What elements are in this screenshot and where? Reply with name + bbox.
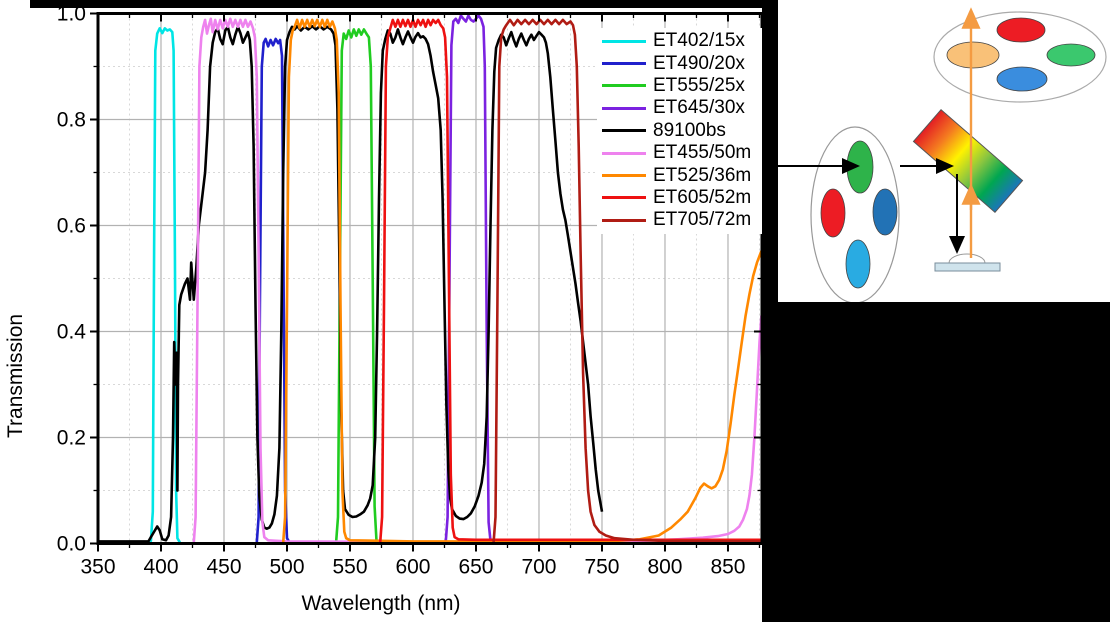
curve-ET605/52m: [378, 18, 762, 543]
legend-line-swatch: [602, 196, 646, 200]
transmission-chart-panel: 350 400 450 500 550 600 650 700 750 800 850 0.0 0.2 0…: [0, 0, 762, 622]
legend-entry: ET605/52m: [597, 187, 762, 209]
svg-text:650: 650: [458, 556, 493, 579]
svg-text:400: 400: [143, 556, 178, 579]
legend-line-swatch: [602, 84, 646, 88]
legend-label: ET525/36m: [653, 164, 752, 186]
excitation-cyan-filter: [845, 239, 871, 289]
sample-dome: [948, 253, 986, 264]
excitation-blue-filter: [872, 188, 898, 236]
emission-wheel: [933, 11, 1107, 103]
x-axis-title: Wavelength (nm): [301, 592, 461, 615]
legend: ET402/15x ET490/20x ET555/25x ET645/30x …: [597, 28, 762, 234]
legend-line-swatch: [602, 62, 646, 66]
emission-green-filter: [1046, 43, 1096, 67]
legend-line-swatch: [602, 174, 646, 178]
legend-line-swatch: [602, 106, 646, 110]
emission-orange-filter: [946, 41, 1000, 69]
curve-ET555/25x: [334, 28, 380, 544]
legend-label: 89100bs: [653, 119, 726, 141]
legend-entry: ET525/36m: [597, 164, 762, 186]
legend-entry: ET705/72m: [597, 209, 762, 231]
emission-red-filter: [996, 17, 1046, 43]
lightpath-diagram-panel: [778, 0, 1110, 304]
legend-label: ET555/25x: [653, 74, 745, 96]
legend-entry: ET555/25x: [597, 75, 762, 97]
svg-text:0.8: 0.8: [57, 109, 86, 132]
dichroic-mirror: [912, 109, 1024, 213]
svg-text:0.2: 0.2: [57, 427, 86, 450]
legend-entry: 89100bs: [597, 120, 762, 142]
legend-line-swatch: [602, 218, 646, 222]
svg-text:550: 550: [332, 556, 367, 579]
legend-entry: ET490/20x: [597, 52, 762, 74]
spectra-plot: 350 400 450 500 550 600 650 700 750 800 8500.00.20…: [57, 3, 762, 579]
curve-ET645/30x: [444, 14, 494, 544]
legend-label: ET645/30x: [653, 97, 745, 119]
svg-text:850: 850: [710, 556, 745, 579]
chart-top-border: [30, 0, 762, 8]
sample-slide: [934, 262, 1001, 272]
legend-line-swatch: [602, 39, 646, 43]
svg-text:0.0: 0.0: [57, 533, 86, 556]
spectra-curves: [98, 14, 762, 544]
excitation-red-filter: [820, 188, 846, 238]
emission-blue-filter: [996, 66, 1048, 92]
svg-text:700: 700: [521, 556, 556, 579]
legend-label: ET402/15x: [653, 30, 745, 52]
svg-text:350: 350: [80, 556, 115, 579]
legend-entry: ET645/30x: [597, 97, 762, 119]
svg-text:500: 500: [269, 556, 304, 579]
legend-entry: ET402/15x: [597, 30, 762, 52]
curve-ET402/15x: [145, 27, 182, 544]
legend-entry: ET455/50m: [597, 142, 762, 164]
x-tick-labels: 350 400 450 500 550 600 650 700 750 800 850: [80, 556, 745, 579]
legend-label: ET490/20x: [653, 52, 745, 74]
svg-text:450: 450: [206, 556, 241, 579]
svg-text:750: 750: [584, 556, 619, 579]
y-axis-title: Transmission: [4, 313, 27, 438]
lightpath-diagram: [778, 7, 1107, 304]
svg-text:800: 800: [647, 556, 682, 579]
curve-ET705/72m: [492, 18, 762, 543]
legend-label: ET455/50m: [653, 142, 752, 164]
y-tick-labels: 0.0 0.2 0.4 0.6 0.8 1.0: [57, 3, 87, 556]
legend-label: ET605/52m: [653, 186, 752, 208]
legend-line-swatch: [602, 151, 646, 155]
legend-label: ET705/72m: [653, 209, 752, 231]
svg-text:0.6: 0.6: [57, 215, 86, 238]
curve-ET455/50m: [192, 17, 762, 544]
curve-ET525/36m: [281, 18, 762, 543]
svg-text:600: 600: [395, 556, 430, 579]
svg-text:1.0: 1.0: [57, 3, 86, 26]
curve-ET490/20x: [255, 37, 291, 544]
legend-line-swatch: [602, 129, 646, 133]
svg-text:0.4: 0.4: [57, 321, 87, 344]
